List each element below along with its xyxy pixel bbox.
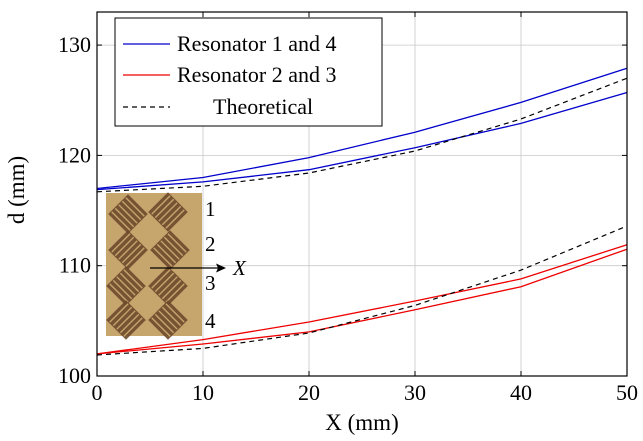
inset-label-3: 3 [205,271,216,295]
series-line-5 [96,77,628,193]
legend-label-resonator-2-and-3: Resonator 2 and 3 [177,62,336,87]
series-line-4 [96,248,628,355]
x-tick-label: 40 [510,380,532,405]
x-axis-label: X (mm) [325,410,398,435]
series-line-6 [96,225,628,356]
plot-frame [96,11,628,377]
inset-pattern-1 [108,194,148,234]
x-tick-label: 10 [192,380,214,405]
x-tick-label: 0 [92,380,103,405]
inset-arrow-head [216,263,226,273]
inset-label-1: 1 [205,197,216,221]
series-line-2 [96,91,628,191]
inset-pattern-2 [148,192,188,232]
inset-label-4: 4 [205,309,216,333]
x-tick-label: 50 [616,380,638,405]
legend-label-resonator-1-and-4: Resonator 1 and 4 [177,31,336,56]
series-group [96,67,628,356]
y-tick-label: 120 [58,142,91,167]
inset-arrow-label: X [232,256,247,280]
y-axis-label: d (mm) [4,156,29,224]
inset-label-2: 2 [205,232,216,256]
y-tick-label: 100 [58,363,91,388]
legend-box [114,17,383,127]
series-line-3 [96,244,628,355]
x-tick-label: 20 [298,380,320,405]
inset-photo: X 1 2 3 4 [106,192,247,340]
tick-group: 0 10 20 30 40 50 100 110 120 130 [58,12,638,405]
y-tick-label: 110 [59,253,91,278]
x-tick-label: 30 [404,380,426,405]
legend: Resonator 1 and 4 Resonator 2 and 3 Theo… [114,17,383,127]
legend-label-theoretical: Theoretical [213,94,313,119]
y-tick-label: 130 [58,32,91,57]
series-line-1 [96,67,628,190]
